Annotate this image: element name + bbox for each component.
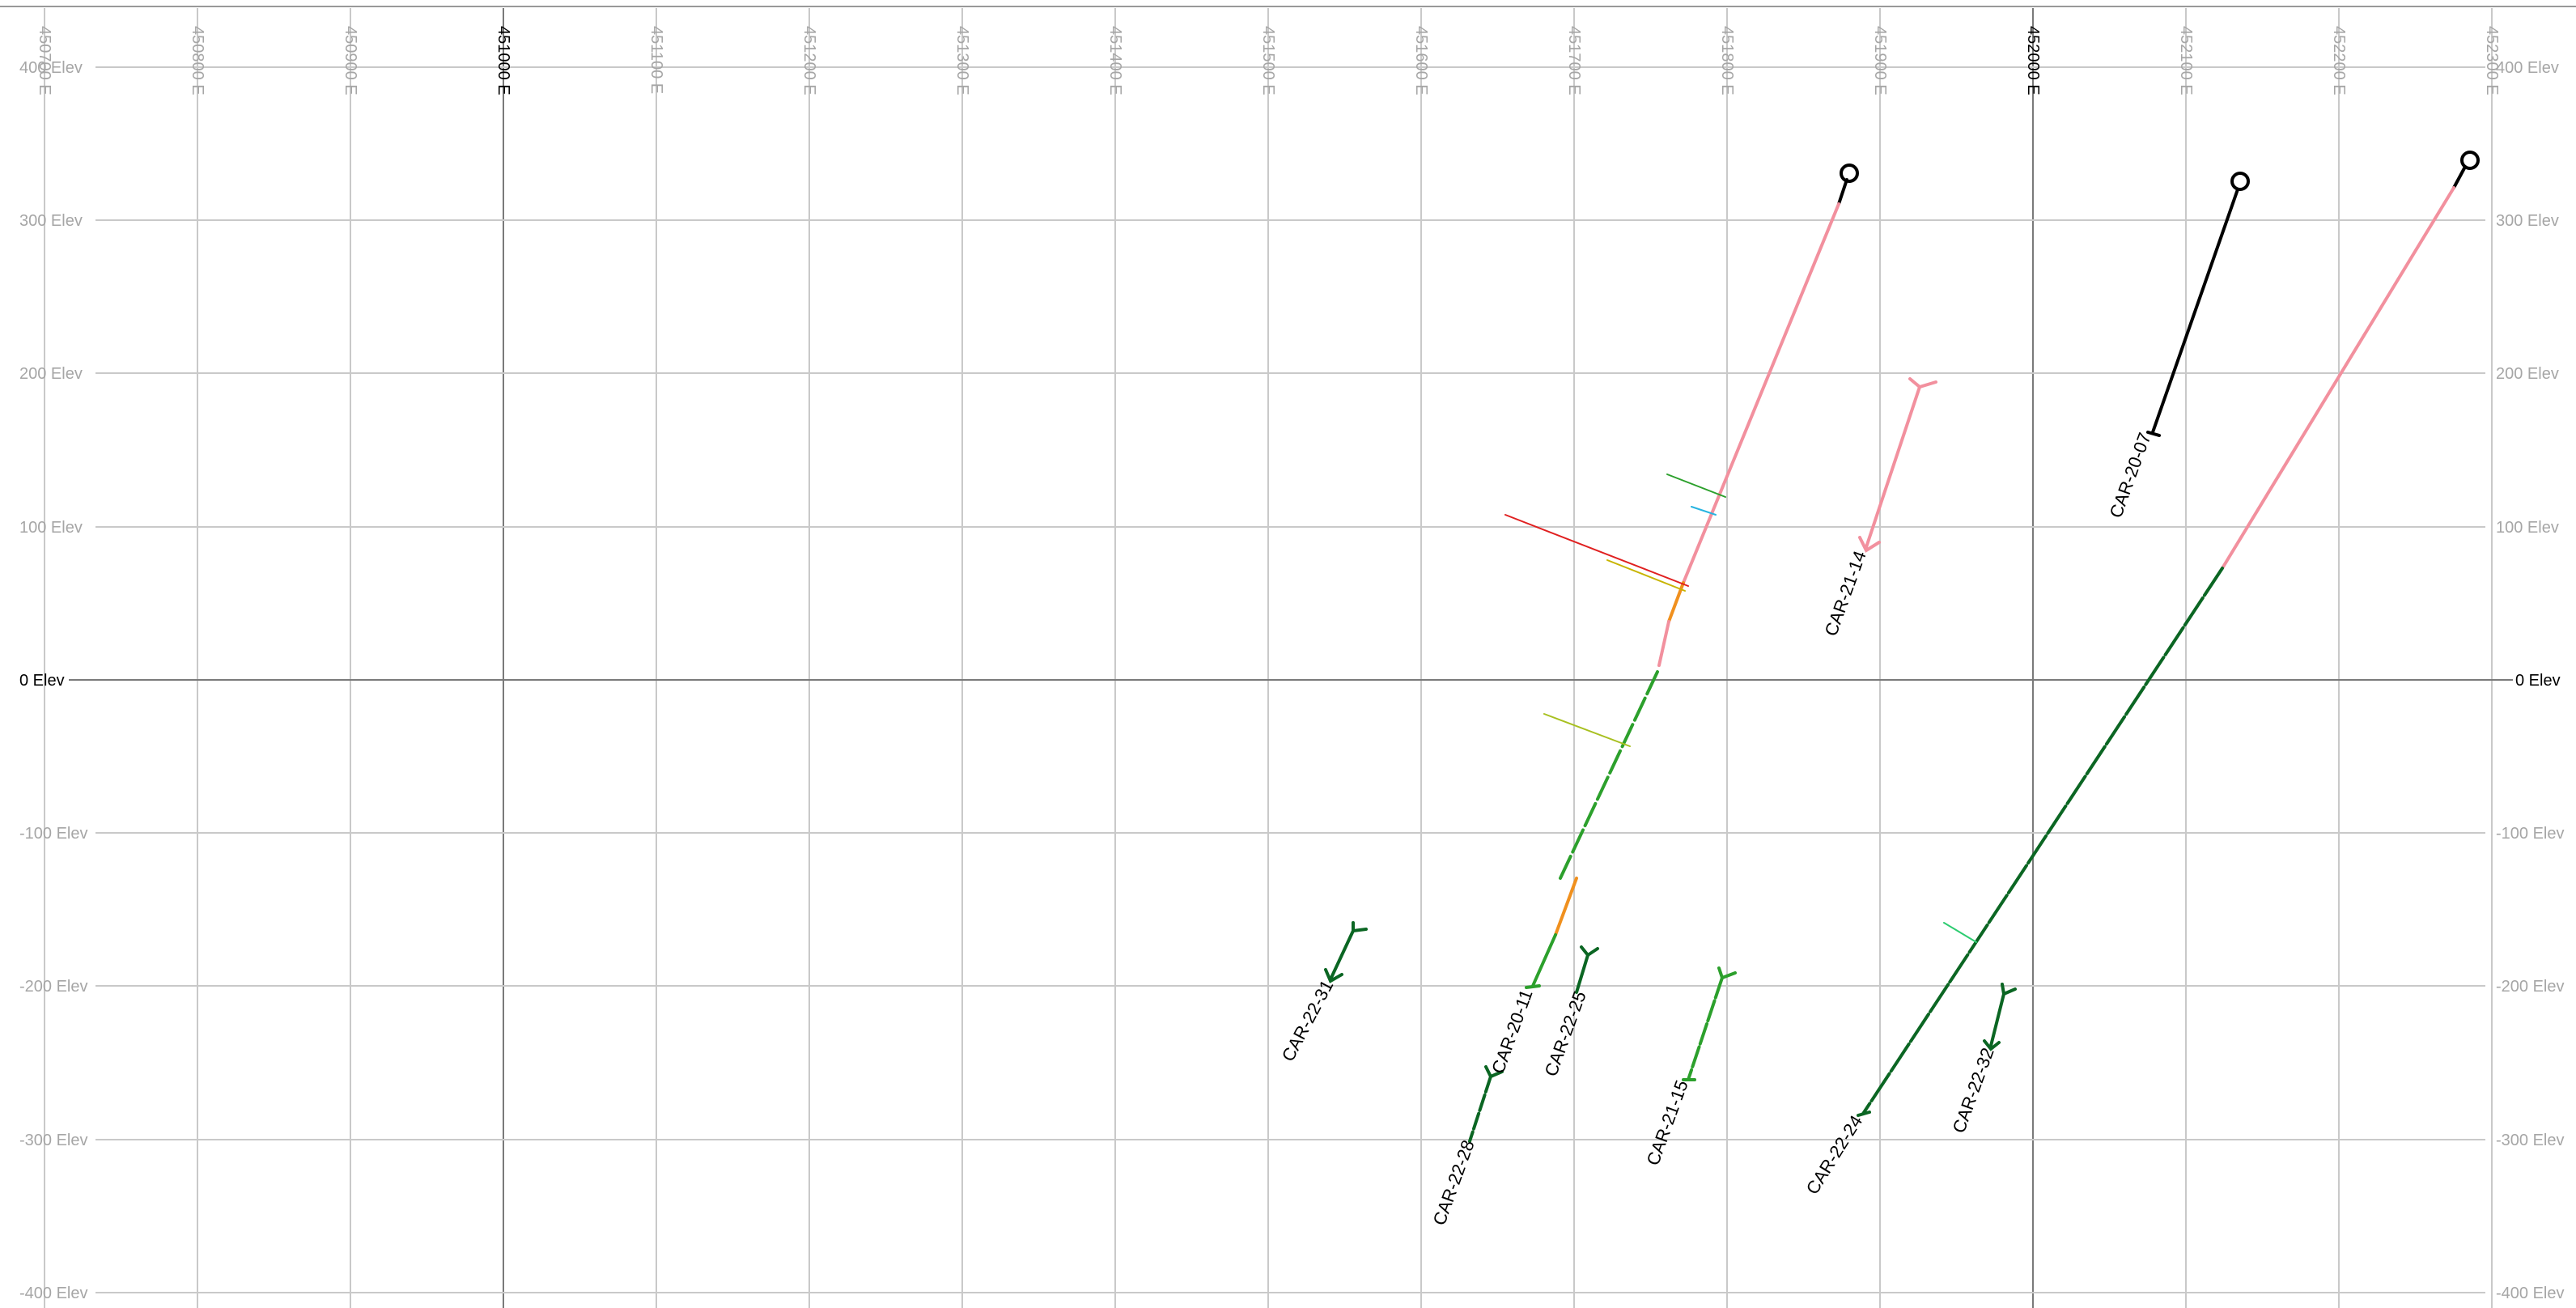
easting-label: 452200 E: [2330, 26, 2348, 96]
dark-green-interval: [1575, 953, 1589, 994]
easting-label: 451400 E: [1106, 26, 1124, 96]
drillhole-trace-car-22-24: [1857, 151, 2480, 1117]
drillhole-label-car-22-32: CAR-22-32: [1949, 1045, 1998, 1136]
easting-label: 451900 E: [1871, 26, 1889, 96]
dark-green-interval: [1329, 929, 1355, 981]
pink-interval: [1682, 202, 1840, 584]
pink-interval: [1865, 385, 1921, 549]
drillhole-trace-car-20-07: [2146, 172, 2250, 437]
drillhole-label-car-21-14: CAR-21-14: [1821, 548, 1870, 639]
elevation-label: 0 Elev: [19, 672, 65, 690]
start-tick: [1484, 1065, 1504, 1079]
elevation-labels-right: 400 Elev 300 Elev 200 Elev 100 Elev 0 El…: [2496, 59, 2565, 1302]
drillhole-trace-car-22-31: [1324, 921, 1368, 983]
pink-interval: [2221, 186, 2455, 570]
start-tick: [1580, 945, 1599, 958]
end-arrow-icon: [1983, 1039, 2001, 1051]
drillhole-label-car-20-11: CAR-20-11: [1487, 987, 1537, 1076]
easting-gridlines: [44, 8, 2493, 1308]
orange-interval: [1554, 877, 1578, 936]
drillhole-trace-car-22-25: [1575, 945, 1599, 994]
easting-label: 451300 E: [953, 26, 971, 96]
collar-icon: [1840, 164, 1859, 183]
drillhole-label-car-20-07: CAR-20-07: [2106, 430, 2155, 520]
elevation-label: -400 Elev: [2496, 1285, 2565, 1302]
easting-label: 451500 E: [1259, 26, 1277, 96]
elevation-label: -400 Elev: [19, 1285, 88, 1302]
drillhole-labels: CAR-20-07 CAR-20-11 CAR-21-14 CAR-21-15 …: [1278, 430, 2155, 1228]
start-tick: [1717, 966, 1737, 980]
drillhole-label-car-22-24: CAR-22-24: [1802, 1111, 1867, 1198]
collar-icon: [2460, 151, 2480, 170]
drillhole-label-car-21-15: CAR-21-15: [1643, 1077, 1692, 1168]
easting-labels: 450700 E 450800 E 450900 E 451000 E 4511…: [36, 26, 2501, 96]
green-structure-tick: [1666, 474, 1726, 498]
drillhole-label-car-22-31: CAR-22-31: [1278, 977, 1338, 1065]
drillhole-label-car-22-28: CAR-22-28: [1429, 1137, 1479, 1228]
green-structure-tick: [1943, 922, 1977, 943]
elevation-label: -100 Elev: [2496, 825, 2565, 843]
easting-label: 452300 E: [2483, 26, 2501, 96]
elevation-label: 200 Elev: [2496, 365, 2559, 383]
drillhole-label-car-22-25: CAR-22-25: [1541, 988, 1590, 1079]
easting-label: 451600 E: [1412, 26, 1430, 96]
easting-label: 451100 E: [647, 26, 665, 94]
end-tick: [2146, 431, 2161, 437]
start-tick: [1908, 377, 1937, 389]
elevation-label: -100 Elev: [19, 825, 88, 843]
easting-label: 450700 E: [36, 26, 53, 96]
collar-icon: [2230, 172, 2250, 191]
drillhole-trace-car-20-11: [1504, 164, 1859, 989]
elevation-label: -200 Elev: [19, 978, 88, 996]
collar-segment: [1837, 178, 1848, 206]
green-interval: [1531, 933, 1557, 987]
cyan-structure-tick: [1691, 506, 1717, 516]
elevation-label: 100 Elev: [2496, 519, 2559, 537]
elevation-label: 100 Elev: [19, 519, 83, 537]
dark-green-interval: [1861, 567, 2224, 1115]
end-tick: [1525, 984, 1541, 989]
green-interval: [1559, 670, 1659, 880]
drillhole-trace-car-22-32: [1983, 983, 2017, 1051]
collar-segment: [2151, 188, 2239, 434]
easting-label: 450900 E: [342, 26, 359, 96]
elevation-label: 0 Elev: [2515, 672, 2561, 690]
red-structure-tick: [1504, 514, 1689, 587]
elevation-label: 400 Elev: [19, 59, 83, 77]
drillhole-trace-car-21-15: [1682, 966, 1737, 1081]
elevation-label: -300 Elev: [19, 1132, 88, 1149]
start-tick: [1352, 921, 1368, 933]
elevation-label: -200 Elev: [2496, 978, 2565, 996]
elevation-label: 300 Elev: [2496, 212, 2559, 230]
easting-label: 451700 E: [1565, 26, 1583, 96]
yellow-structure-tick: [1606, 559, 1686, 592]
drillhole-trace-car-21-14: [1858, 377, 1937, 553]
green-interval: [1687, 976, 1724, 1081]
elevation-gridlines: [69, 66, 2513, 1293]
easting-label: 452000 E: [2024, 26, 2042, 96]
drillhole-trace-car-22-28: [1468, 1065, 1504, 1143]
easting-label: 450800 E: [189, 26, 206, 96]
end-tick: [1857, 1111, 1871, 1117]
collar-segment: [2452, 165, 2467, 189]
elevation-label: -300 Elev: [2496, 1132, 2565, 1149]
pink-interval: [1657, 620, 1670, 667]
dark-green-interval: [1989, 992, 2005, 1047]
easting-label: 451200 E: [800, 26, 818, 96]
elevation-labels-left: 400 Elev 300 Elev 200 Elev 100 Elev 0 El…: [19, 59, 88, 1302]
yellow-green-structure-tick: [1543, 713, 1631, 747]
elevation-label: 300 Elev: [19, 212, 83, 230]
end-arrow-icon: [1858, 536, 1881, 553]
easting-label: 451800 E: [1718, 26, 1736, 96]
easting-label: 452100 E: [2177, 26, 2195, 96]
easting-label: 451000 E: [494, 26, 512, 96]
dark-green-interval: [1468, 1075, 1492, 1143]
elevation-label: 400 Elev: [2496, 59, 2559, 77]
elevation-label: 200 Elev: [19, 365, 83, 383]
start-tick: [2001, 983, 2017, 996]
end-arrow-icon: [1324, 968, 1343, 983]
